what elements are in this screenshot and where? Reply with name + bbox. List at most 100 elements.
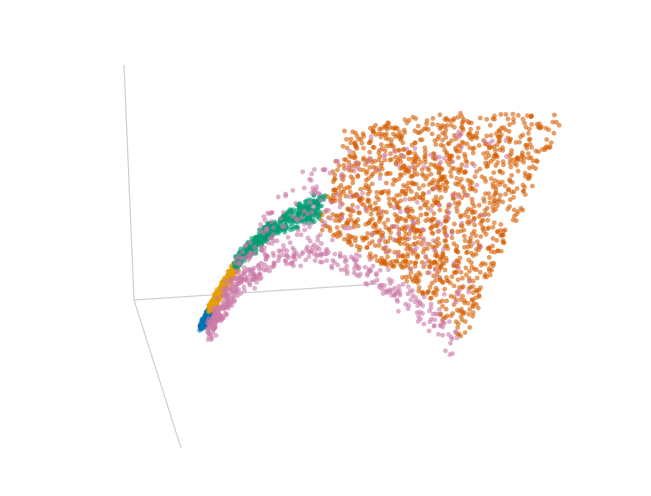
- data-point-segment-4: [406, 168, 411, 174]
- data-point-segment-5: [433, 185, 438, 191]
- data-point-segment-4: [509, 180, 515, 185]
- data-point-segment-4: [388, 151, 393, 157]
- data-point-segment-4: [527, 141, 533, 147]
- data-point-segment-4: [376, 243, 382, 248]
- data-point-segment-5: [294, 232, 300, 238]
- data-point-segment-5: [252, 244, 258, 250]
- data-point-segment-4: [482, 208, 488, 213]
- data-point-segment-4: [387, 235, 393, 241]
- data-point-segment-5: [266, 240, 272, 246]
- data-point-segment-5: [291, 255, 297, 260]
- data-point-segment-4: [478, 262, 484, 268]
- data-point-segment-5: [262, 252, 268, 258]
- data-point-segment-4: [456, 200, 462, 205]
- data-point-segment-5: [396, 230, 402, 236]
- data-point-segment-5: [226, 299, 232, 305]
- data-point-segment-4: [422, 156, 428, 162]
- data-point-segment-5: [456, 288, 462, 294]
- data-point-segment-5: [205, 337, 211, 342]
- data-point-segment-5: [423, 253, 429, 259]
- data-point-segment-4: [460, 293, 466, 299]
- data-point-segment-5: [365, 272, 370, 278]
- data-point-segment-5: [269, 264, 275, 270]
- data-point-segment-5: [383, 244, 389, 250]
- data-point-segment-4: [394, 214, 400, 219]
- data-point-segment-4: [459, 176, 464, 182]
- data-point-segment-5: [289, 260, 295, 265]
- data-point-segment-5: [453, 329, 458, 335]
- data-point-segment-5: [210, 315, 216, 321]
- data-point-segment-4: [511, 207, 517, 213]
- data-point-segment-5: [206, 316, 212, 322]
- data-point-segment-5: [334, 158, 340, 164]
- data-point-segment-5: [248, 251, 254, 257]
- data-point-segment-5: [213, 333, 219, 338]
- data-point-segment-4: [353, 235, 359, 241]
- data-point-segment-4: [425, 173, 430, 179]
- data-point-segment-5: [311, 242, 317, 248]
- data-point-segment-4: [426, 167, 432, 173]
- data-point-segment-4: [418, 212, 424, 218]
- data-point-segment-4: [434, 254, 440, 259]
- data-point-segment-3: [296, 210, 302, 216]
- data-point-segment-4: [505, 116, 511, 122]
- data-point-segment-5: [218, 318, 224, 324]
- data-point-segment-5: [454, 133, 460, 138]
- data-point-segment-5: [412, 299, 418, 305]
- data-point-segment-5: [224, 312, 230, 317]
- data-point-segment-4: [397, 241, 403, 247]
- data-point-segment-4: [500, 238, 506, 243]
- data-point-segment-5: [335, 192, 340, 198]
- data-point-segment-4: [424, 211, 430, 217]
- data-point-segment-5: [408, 227, 413, 233]
- data-point-segment-5: [354, 159, 359, 165]
- data-point-segment-5: [385, 249, 391, 255]
- data-point-segment-5: [482, 139, 488, 145]
- data-point-segment-4: [354, 243, 360, 249]
- data-point-segment-4: [484, 133, 490, 139]
- data-point-segment-4: [478, 234, 484, 239]
- data-point-segment-4: [483, 272, 488, 277]
- data-point-segment-4: [334, 225, 340, 230]
- data-point-segment-5: [313, 187, 319, 193]
- data-point-segment-5: [377, 283, 383, 288]
- data-point-segment-4: [408, 259, 414, 265]
- data-point-segment-4: [342, 157, 347, 163]
- data-point-segment-5: [456, 129, 462, 135]
- data-point-segment-4: [490, 224, 496, 230]
- data-point-segment-5: [403, 301, 408, 307]
- data-point-segment-4: [543, 125, 549, 131]
- data-point-segment-4: [354, 133, 360, 139]
- data-point-segment-4: [467, 186, 473, 192]
- data-point-segment-5: [290, 214, 296, 219]
- data-point-segment-5: [470, 219, 476, 225]
- data-point-segment-3: [305, 216, 311, 221]
- data-point-segment-4: [336, 185, 342, 191]
- data-point-segment-4: [429, 261, 435, 267]
- data-point-segment-4: [434, 287, 440, 293]
- data-point-segment-4: [426, 288, 432, 294]
- data-point-segment-4: [491, 170, 497, 176]
- data-point-segment-5: [448, 340, 453, 346]
- data-point-segment-4: [487, 272, 493, 278]
- data-point-segment-4: [475, 125, 481, 131]
- data-point-segment-4: [344, 136, 349, 142]
- data-point-segment-4: [411, 225, 417, 230]
- data-point-segment-4: [431, 290, 436, 296]
- data-point-segment-5: [302, 221, 307, 227]
- data-point-segment-4: [497, 181, 503, 187]
- data-point-segment-5: [252, 285, 258, 291]
- data-point-segment-5: [437, 154, 442, 160]
- data-point-segment-4: [330, 212, 336, 217]
- data-point-segment-4: [521, 188, 527, 194]
- scatter-points: [197, 110, 562, 357]
- data-point-segment-4: [430, 121, 435, 127]
- data-point-segment-4: [416, 278, 422, 283]
- data-point-segment-5: [472, 163, 477, 168]
- data-point-segment-4: [369, 216, 375, 222]
- data-point-segment-4: [465, 249, 470, 255]
- data-point-segment-4: [388, 141, 394, 146]
- data-point-segment-4: [386, 196, 392, 202]
- data-point-segment-4: [359, 140, 365, 146]
- data-point-segment-4: [408, 189, 414, 194]
